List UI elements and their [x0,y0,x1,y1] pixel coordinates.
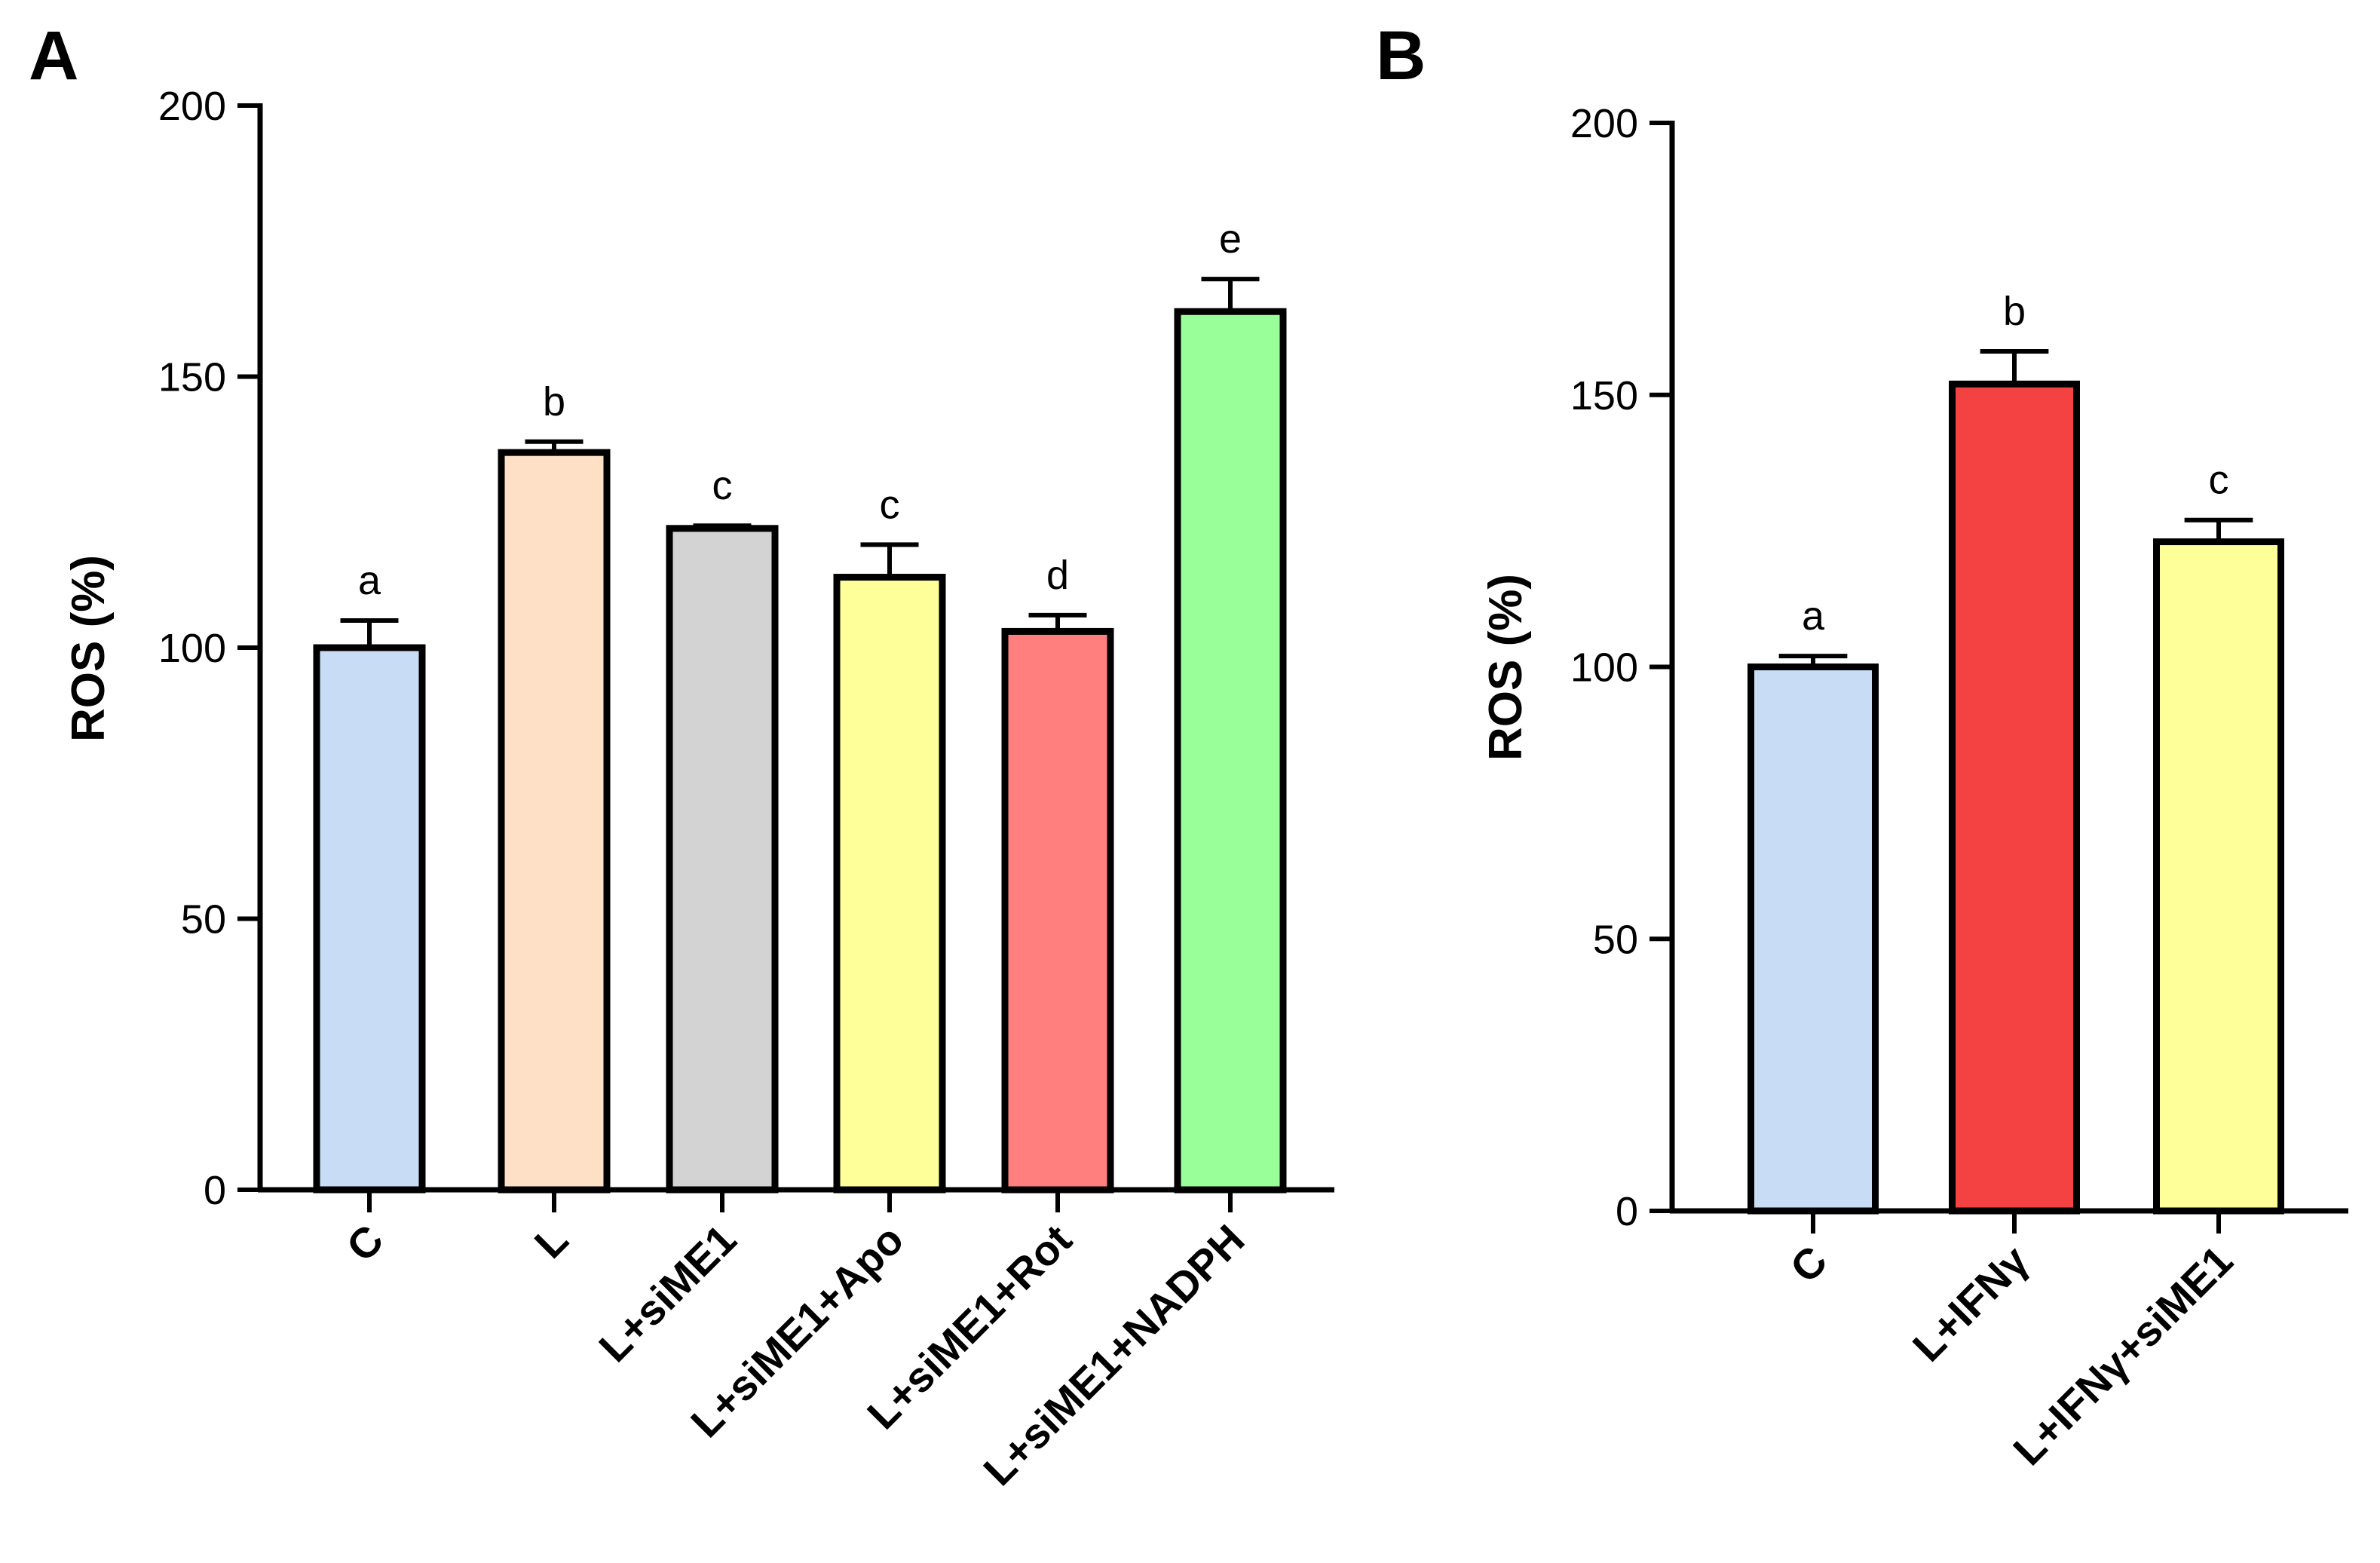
panel-b-significance-letter: a [1802,593,1825,639]
panel-a-significance-letter: c [712,463,733,508]
panel-a-bar [1174,308,1287,1194]
panel-b-category-label: L+IFNγ [1904,1237,2038,1371]
panel-a-category-label: L [525,1215,577,1267]
panel-b-category-label: C [1781,1237,1836,1292]
panel-a-bar [833,574,946,1194]
panel-a-ytick-label: 150 [158,355,226,400]
panel-a-ytick-label: 200 [158,84,226,129]
panel-b-bar [1747,664,1879,1215]
panel-b-ytick-label: 50 [1593,917,1638,962]
panel-b-y-axis-title: ROS (%) [1480,574,1532,761]
panel-a-significance-letter: b [543,379,565,424]
panel-b: B 0 50 100 150 200 ROS (%) a Cb L+IFNγ c L+IFNγ+si… [1376,17,2348,1474]
panel-a-ytick-label: 0 [204,1168,226,1213]
panel-b-category-label: L+IFNγ+siME1 [2004,1237,2241,1474]
panel-b-ytick-label: 100 [1570,645,1638,691]
panel-a-category-label: L+siME1 [590,1215,745,1371]
panel-b-ytick-label: 0 [1616,1189,1638,1234]
panel-a-label: A [29,17,78,94]
panel-b-ytick-label: 200 [1570,101,1638,146]
panel-b-ytick-label: 150 [1570,373,1638,418]
panel-b-bar [2153,538,2284,1215]
panel-a-ytick-label: 100 [158,626,226,671]
panel-b-significance-letter: c [2209,458,2229,503]
panel-a-bar [313,644,426,1194]
panel-a-ytick-label: 50 [181,897,226,942]
panel-a-bar [498,449,611,1194]
panel-b-label: B [1376,17,1426,94]
panel-a-significance-letter: d [1046,553,1069,598]
panel-a-significance-letter: e [1219,216,1242,262]
panel-a-bar [1001,627,1114,1194]
panel-a-significance-letter: c [880,482,900,527]
panel-a-y-axis-title: ROS (%) [63,555,115,742]
panel-a-bar [666,525,779,1194]
panel-a-category-label: C [337,1215,392,1270]
panel-a-significance-letter: a [358,558,381,603]
panel-b-bar [1949,380,2080,1215]
panel-b-significance-letter: b [2003,289,2026,334]
